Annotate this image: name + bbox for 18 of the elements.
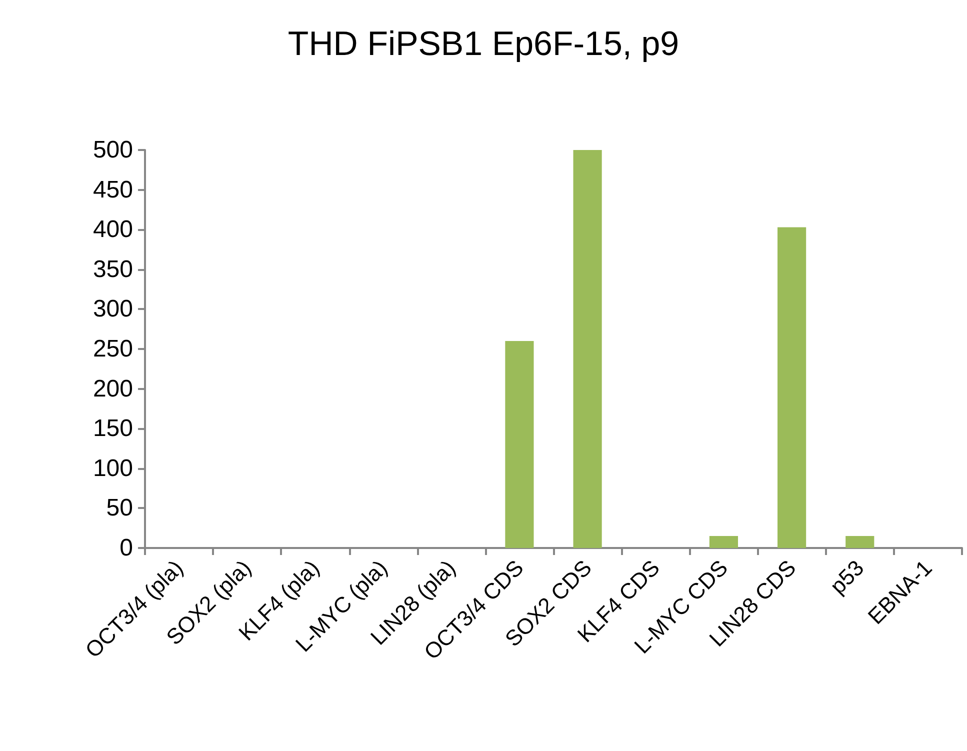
bar <box>573 150 602 548</box>
y-tick-label: 350 <box>92 256 133 283</box>
y-tick-label: 300 <box>92 296 133 323</box>
bar <box>709 536 738 548</box>
y-tick-label: 200 <box>92 375 133 402</box>
y-tick-label: 500 <box>92 136 133 164</box>
bar <box>846 536 874 548</box>
y-tick-label: 150 <box>92 415 133 442</box>
y-tick-label: 100 <box>92 454 133 482</box>
chart-title: THD FiPSB1 Ep6F-15, p9 <box>288 25 680 63</box>
y-tick-label: 400 <box>92 216 133 244</box>
y-tick-label: 250 <box>92 336 133 362</box>
y-tick-label: 50 <box>106 494 133 522</box>
y-tick-label: 450 <box>92 176 133 204</box>
bar <box>777 227 806 548</box>
y-tick-label: 0 <box>120 534 133 562</box>
bar <box>505 341 534 548</box>
x-tick-label: p53 <box>825 555 869 599</box>
